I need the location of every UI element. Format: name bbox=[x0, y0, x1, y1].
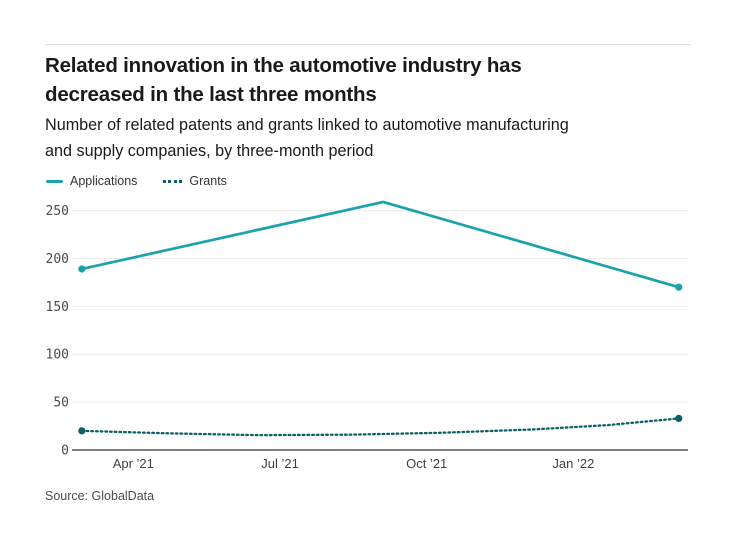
y-axis-tick-label: 100 bbox=[46, 348, 69, 363]
line-chart-plot-area: 0 50 100 150 200 250 Apr ’21 Jul ’21 Oct ’21 Jan … bbox=[46, 200, 688, 471]
legend-label-applications: Applications bbox=[70, 174, 138, 188]
x-axis-tick-label: Oct ’21 bbox=[406, 456, 447, 471]
applications-endpoint-marker bbox=[78, 265, 86, 273]
y-axis-tick-label: 200 bbox=[46, 252, 69, 267]
x-axis-tick-label: Apr ’21 bbox=[113, 456, 154, 471]
source-attribution: Source: GlobalData bbox=[45, 489, 155, 503]
y-axis-tick-label: 0 bbox=[61, 444, 69, 459]
legend-label-grants: Grants bbox=[189, 174, 227, 188]
y-axis-tick-label: 150 bbox=[46, 300, 69, 315]
chart-title: Related innovation in the automotive ind… bbox=[45, 51, 665, 109]
legend-item-grants: Grants bbox=[163, 174, 227, 188]
grants-endpoint-marker bbox=[675, 414, 683, 422]
chart-subtitle: Number of related patents and grants lin… bbox=[45, 113, 685, 164]
chart-title-line1: Related innovation in the automotive ind… bbox=[45, 54, 522, 77]
legend: Applications Grants bbox=[46, 174, 227, 188]
x-axis-tick-label: Jul ’21 bbox=[261, 456, 299, 471]
applications-line bbox=[80, 200, 681, 289]
y-axis-tick-label: 50 bbox=[53, 396, 69, 411]
y-axis-tick-label: 250 bbox=[46, 204, 69, 219]
chart-title-line2: decreased in the last three months bbox=[45, 83, 377, 106]
legend-item-applications: Applications bbox=[46, 174, 137, 188]
chart-subtitle-line1: Number of related patents and grants lin… bbox=[45, 116, 569, 134]
chart-subtitle-line2: and supply companies, by three-month per… bbox=[45, 141, 374, 160]
grants-line bbox=[80, 417, 680, 437]
header-divider bbox=[46, 44, 690, 45]
grants-line-swatch-icon bbox=[163, 179, 183, 183]
grants-endpoint-marker bbox=[78, 427, 86, 435]
applications-endpoint-marker bbox=[675, 283, 683, 291]
applications-line-swatch-icon bbox=[46, 179, 63, 183]
x-axis-tick-label: Jan ’22 bbox=[552, 456, 594, 471]
